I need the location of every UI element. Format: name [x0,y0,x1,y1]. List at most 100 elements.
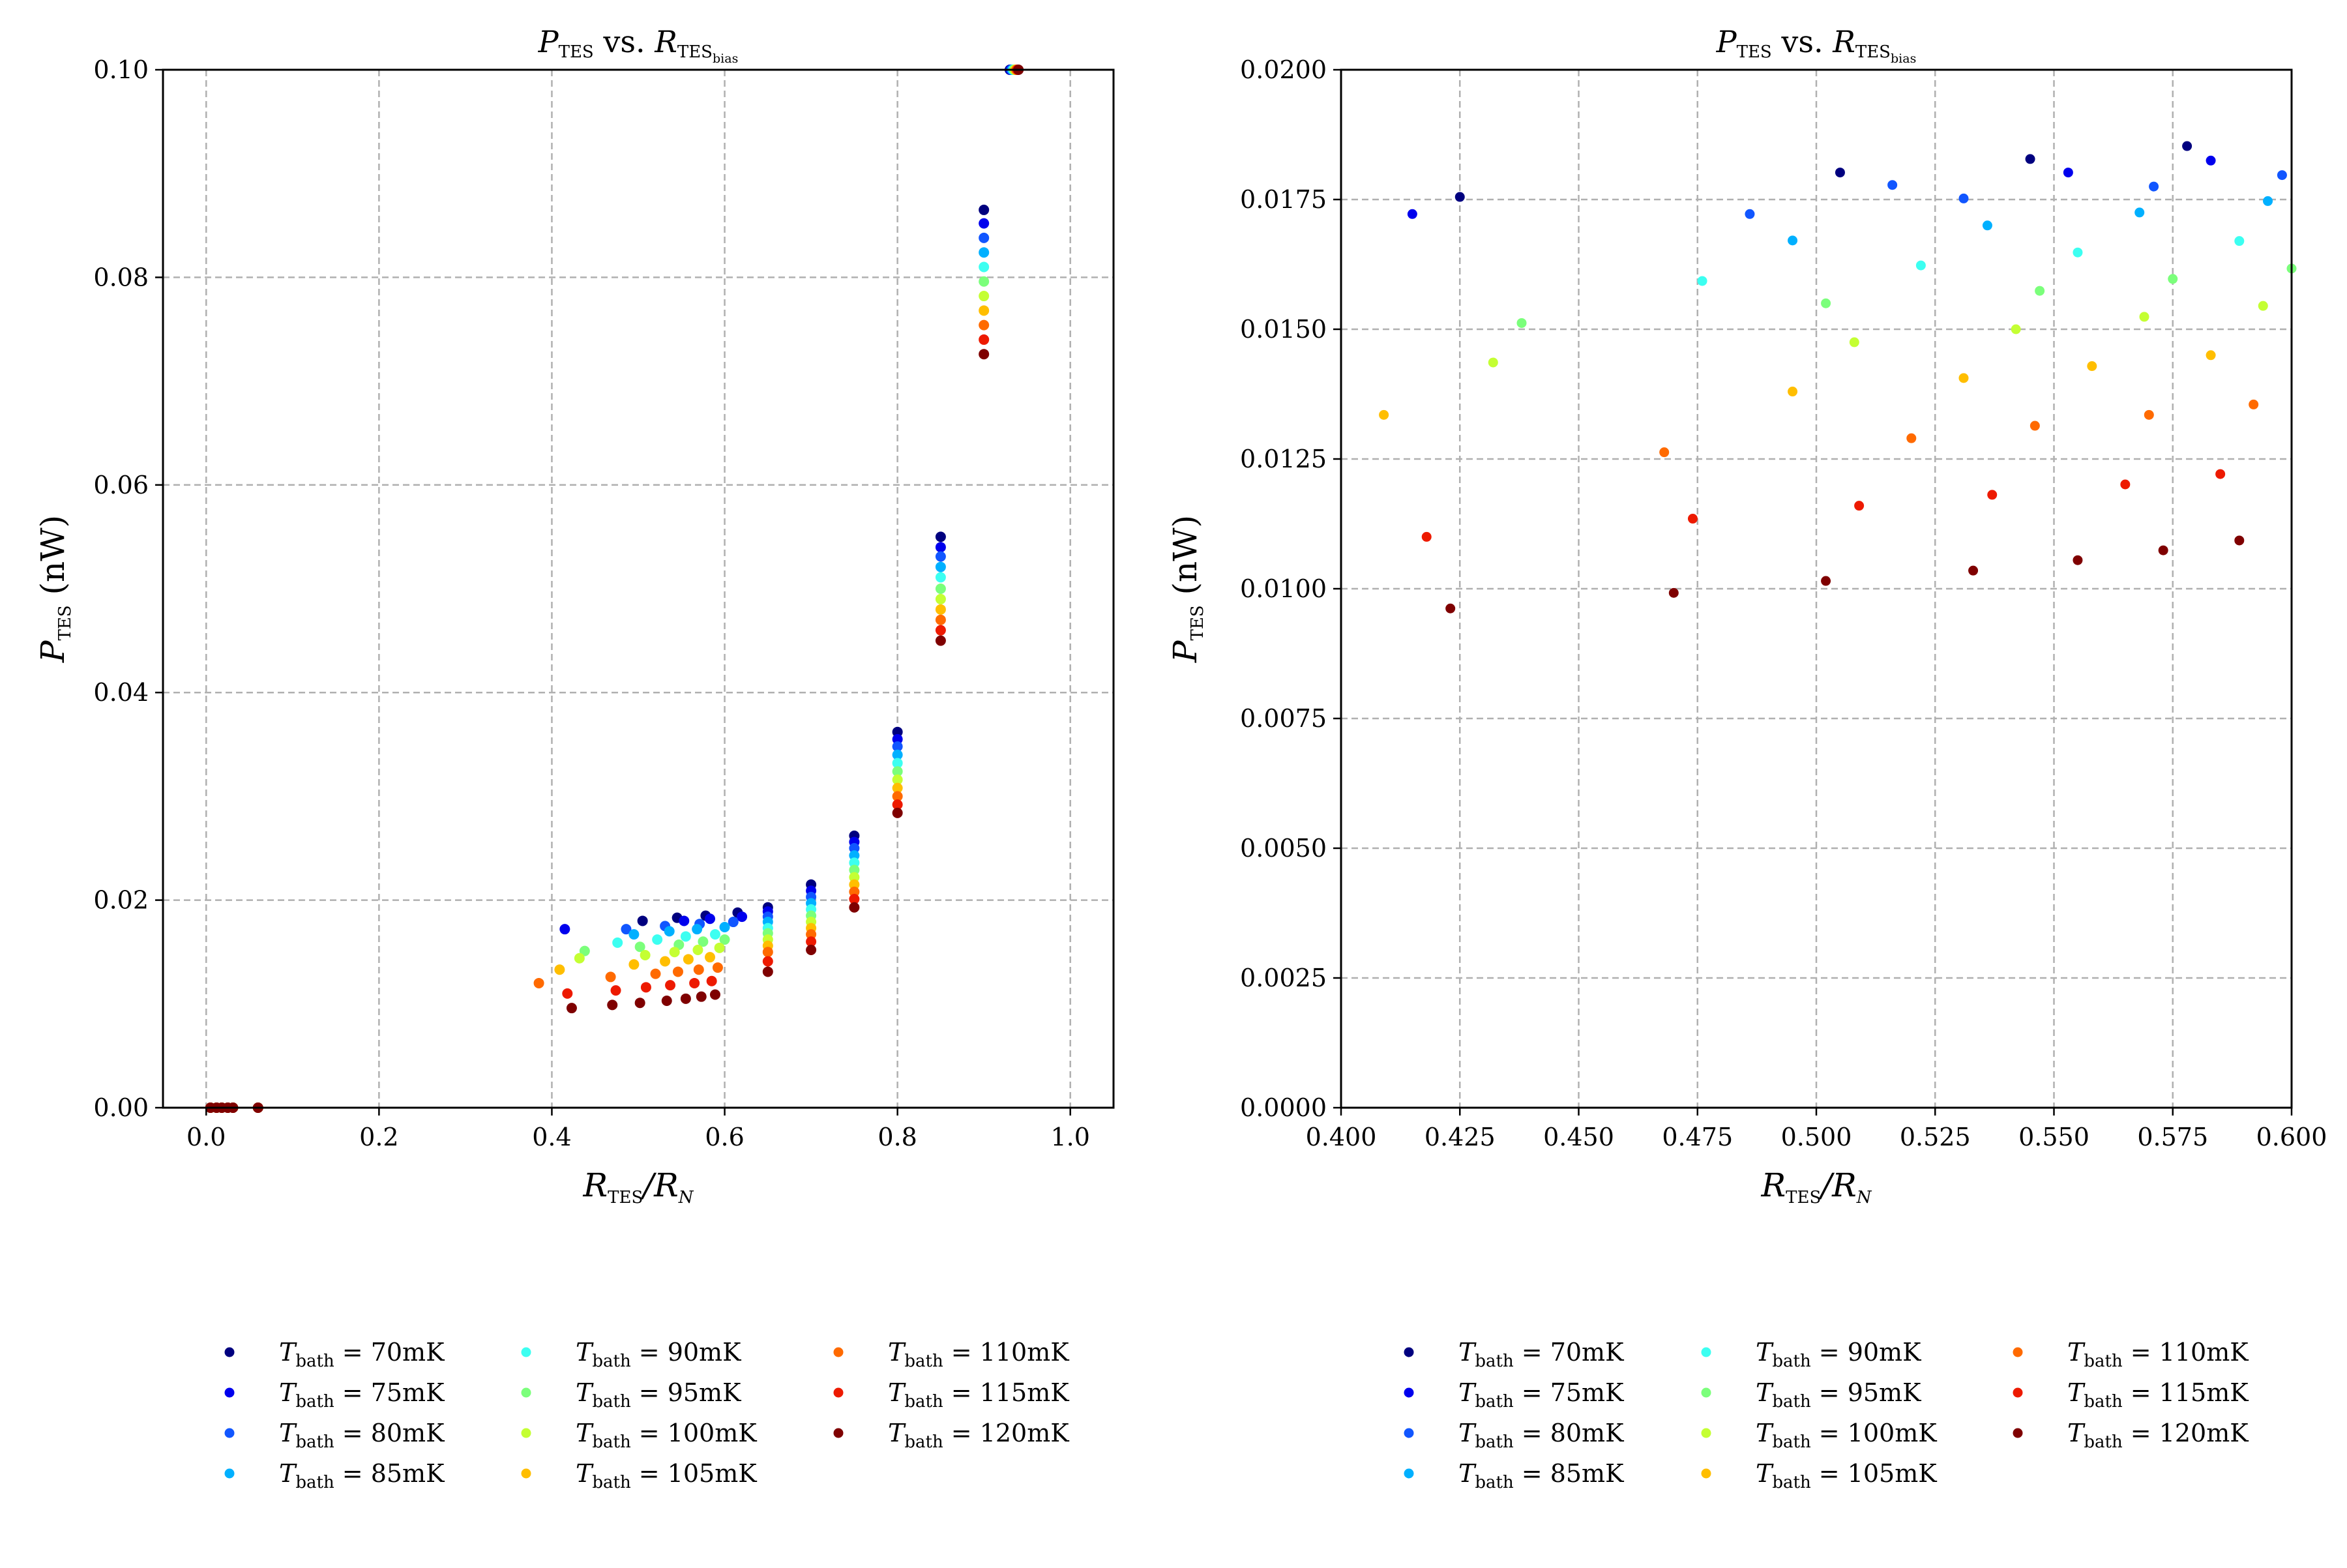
right-x-tick-label: 0.425 [1424,1123,1496,1151]
data-point [1906,433,1917,443]
left-legend-item-120mK: Tbath = 120mK [833,1419,1069,1452]
data-point [628,929,640,940]
data-point [1821,298,1831,308]
data-point [1854,501,1865,511]
legend-label: Tbath = 80mK [279,1419,445,1452]
data-point [935,593,946,604]
data-point [2011,324,2021,334]
data-point [1788,387,1798,397]
data-point [669,947,680,958]
legend-marker [521,1468,531,1479]
right-series-90mK [1697,236,2245,286]
data-point [979,334,990,345]
data-point [979,349,990,360]
right-legend-item-95mK: Tbath = 95mK [1701,1378,1921,1412]
legend-label: Tbath = 95mK [1756,1378,1921,1412]
data-point [1516,318,1527,328]
data-point [533,977,544,988]
data-point [640,982,651,993]
right-y-tick-label: 0.0150 [1240,315,1327,344]
data-point [634,941,645,953]
data-point [1887,180,1898,190]
legend-label: Tbath = 120mK [2067,1419,2249,1452]
data-point [680,993,691,1004]
data-point [2073,555,2083,565]
data-point [849,843,860,853]
left-y-tick-label: 0.08 [93,263,149,291]
data-point [806,936,817,947]
data-point [979,218,990,229]
legend-marker [224,1387,235,1398]
data-point [719,921,730,932]
data-point [849,902,860,913]
legend-marker [1701,1387,1711,1398]
right-series-115mK [1421,469,2226,542]
left-chart-panel: 0.0 0.2 0.4 0.6 0.8 1.0 0.00 0.02 0.04 0.06 0.08 0.… [34,24,1115,1207]
right-x-tick-label: 0.600 [2256,1123,2327,1151]
data-point [892,766,903,777]
legend-marker [2013,1387,2023,1398]
left-legend-item-90mK: Tbath = 90mK [521,1338,741,1371]
left-ticks: 0.0 0.2 0.4 0.6 0.8 1.0 0.00 0.02 0.04 0.06 0.08 0.… [93,55,1090,1151]
data-point [1488,357,1498,368]
data-point [672,966,683,977]
legend-label: Tbath = 110mK [888,1338,1069,1371]
right-y-axis-label: PTES (nW) [1166,515,1207,663]
legend-label: Tbath = 80mK [1458,1419,1624,1452]
right-x-tick-label: 0.475 [1662,1123,1733,1151]
data-point [935,584,946,594]
data-point [2025,154,2035,164]
data-point [1835,168,1845,178]
data-point [689,977,700,988]
legend-label: Tbath = 75mK [279,1378,445,1412]
data-point [610,985,621,996]
data-point [637,915,648,926]
left-legend-item-70mK: Tbath = 70mK [224,1338,445,1371]
left-x-tick-label: 0.0 [186,1123,226,1151]
right-y-tick-label: 0.0000 [1240,1093,1327,1122]
legend-marker [1404,1387,1414,1398]
legend-label: Tbath = 90mK [576,1338,741,1371]
legend-label: Tbath = 85mK [1458,1459,1624,1492]
left-y-axis-label: PTES (nW) [34,515,75,663]
data-point [1788,235,1798,246]
right-x-axis-label: RTES/RN [1760,1166,1872,1207]
legend-label: Tbath = 120mK [888,1419,1069,1452]
data-point [2277,170,2287,181]
right-x-tick-label: 0.525 [1900,1123,1971,1151]
data-point [1421,531,1432,542]
data-point [2120,479,2131,490]
legend-marker [224,1347,235,1357]
right-x-tick-label: 0.575 [2137,1123,2208,1151]
left-x-tick-label: 0.4 [532,1123,571,1151]
data-point [979,305,990,316]
data-point [660,956,671,967]
data-point [1454,192,1465,202]
data-point [737,911,748,923]
data-point [762,947,773,958]
data-point [892,741,903,752]
data-point [665,980,676,991]
data-point [693,964,704,975]
right-chart-panel: 0.400 0.425 0.450 0.475 0.500 0.525 0.550 0.575… [1166,24,2327,1207]
legend-label: Tbath = 70mK [279,1338,445,1371]
data-point [612,937,623,948]
right-series-110mK [1659,399,2259,458]
data-point [709,929,720,940]
data-point [1745,209,1755,219]
left-legend-item-100mK: Tbath = 100mK [521,1419,757,1452]
left-y-tick-label: 0.00 [93,1093,149,1122]
data-point [935,531,946,542]
left-legend-item-80mK: Tbath = 80mK [224,1419,445,1452]
data-point [979,232,990,243]
data-point [892,726,903,737]
data-point [806,945,817,956]
data-point [1821,576,1831,586]
right-series-120mK [1445,535,2245,614]
data-point [849,872,860,883]
data-point [1659,447,1670,458]
data-point [2030,421,2040,431]
right-chart-title: PTES vs. RTESbias [1716,24,1917,66]
right-data-points [1379,141,2297,614]
data-point [712,962,723,973]
